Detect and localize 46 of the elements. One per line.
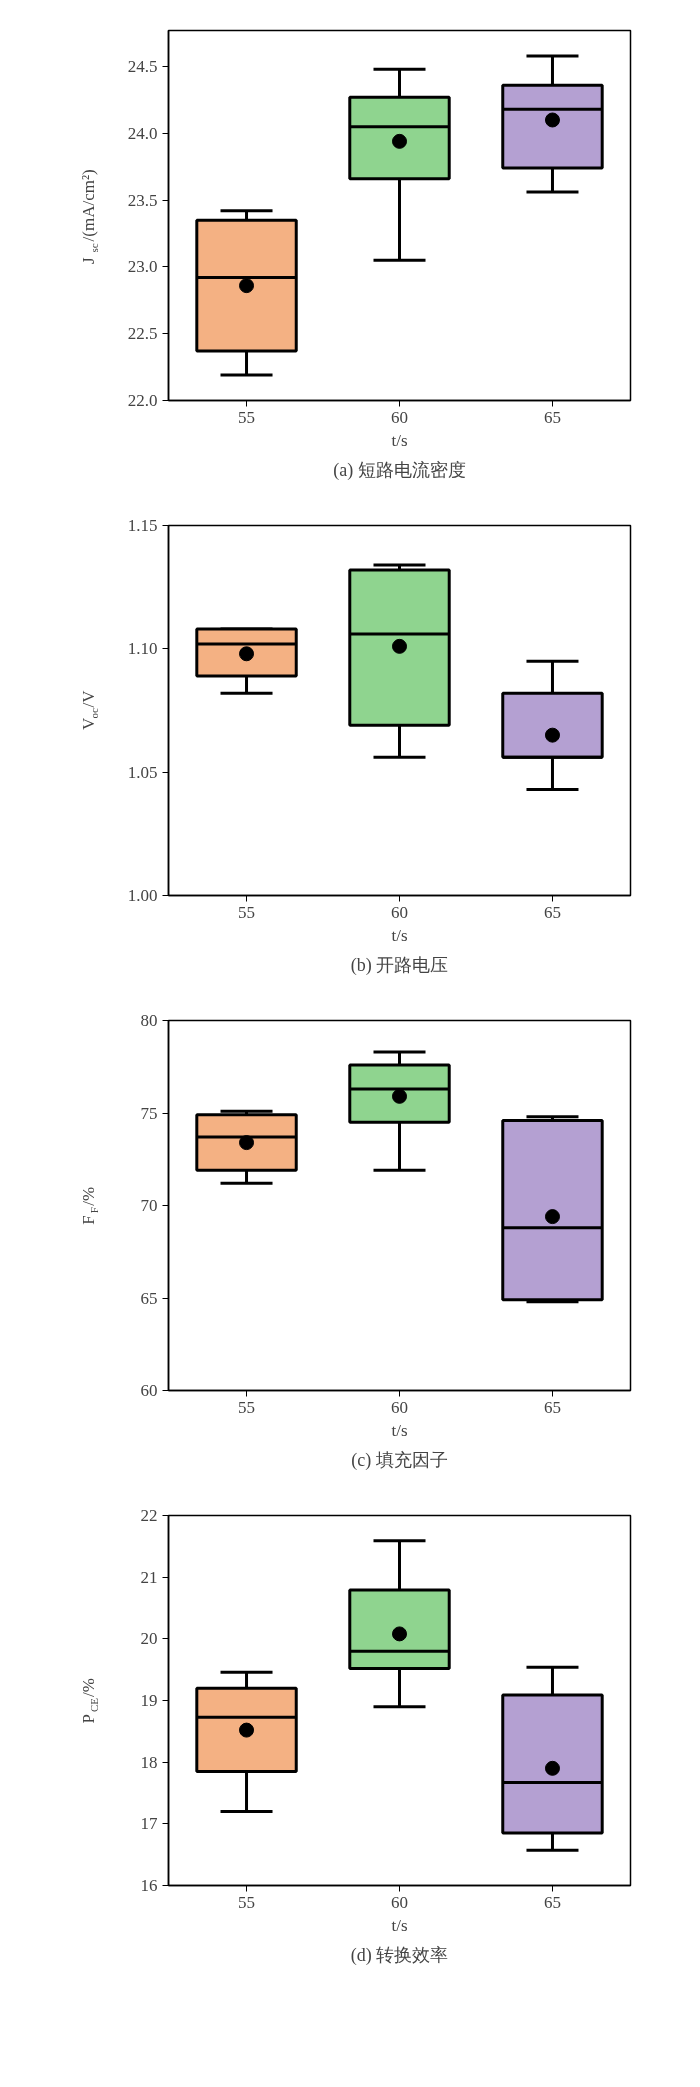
x-tick-label: 55 — [238, 1892, 256, 1912]
x-tick-label: 60 — [391, 902, 408, 922]
x-tick-label: 60 — [391, 407, 408, 427]
y-tick-label: 1.05 — [127, 762, 158, 782]
x-tick-label: 65 — [543, 902, 561, 922]
y-axis-title: FF/% — [79, 1186, 100, 1225]
y-tick-label: 16 — [140, 1876, 158, 1895]
y-tick-label: 20 — [140, 1629, 158, 1649]
text: (d) 转换效率 — [350, 1944, 449, 1966]
y-tick-label: 22.0 — [127, 391, 158, 410]
y-tick-label: 18 — [140, 1752, 158, 1772]
x-tick-label: 55 — [238, 902, 256, 922]
x-axis-title: t/s — [391, 430, 408, 450]
text: (a) 短路电流密度 — [333, 459, 466, 481]
x-tick-label: 65 — [543, 407, 561, 427]
x-tick-label: 65 — [543, 1892, 561, 1912]
y-tick-label: 75 — [140, 1103, 158, 1123]
y-tick-label: 23.0 — [127, 257, 158, 277]
y-axis-title: PCE/% — [79, 1678, 100, 1724]
y-axis-title: Jsc/(mA/cm²) — [79, 169, 100, 265]
y-tick-label: 1.00 — [127, 886, 158, 905]
y-tick-label: 21 — [140, 1567, 158, 1587]
y-tick-label: 23.5 — [127, 190, 158, 210]
x-tick-label: 60 — [391, 1892, 408, 1912]
y-tick-label: 22 — [140, 1506, 158, 1525]
y-tick-label: 24.0 — [127, 123, 158, 143]
y-tick-label: 65 — [140, 1288, 158, 1308]
y-axis-title: Voc/V — [79, 689, 100, 731]
y-tick-label: 1.10 — [127, 639, 158, 659]
y-tick-label: 1.15 — [127, 516, 158, 535]
y-tick-label: 19 — [140, 1691, 158, 1710]
y-tick-label: 17 — [140, 1814, 158, 1834]
x-axis-title: t/s — [391, 925, 408, 945]
y-tick-label: 70 — [140, 1196, 158, 1215]
x-tick-label: 60 — [391, 1397, 408, 1417]
y-tick-label: 24.5 — [127, 57, 158, 77]
text: (c) 填充因子 — [351, 1449, 448, 1471]
y-tick-label: 22.5 — [127, 324, 158, 344]
x-tick-label: 55 — [238, 407, 256, 427]
x-tick-label: 65 — [543, 1397, 561, 1417]
x-tick-label: 55 — [238, 1397, 256, 1417]
x-axis-title: t/s — [391, 1420, 408, 1440]
text: (b) 开路电压 — [350, 954, 449, 976]
y-tick-label: 80 — [140, 1011, 158, 1030]
y-tick-label: 60 — [140, 1381, 158, 1400]
x-axis-title: t/s — [391, 1915, 408, 1935]
